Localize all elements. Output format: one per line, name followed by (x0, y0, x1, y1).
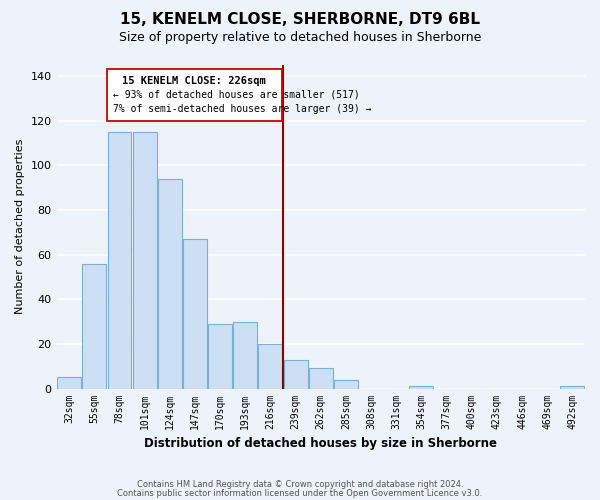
Bar (560, 386, 584, 388)
Bar (409, 386, 433, 388)
Bar (309, 368, 333, 388)
Text: ← 93% of detached houses are smaller (517): ← 93% of detached houses are smaller (51… (113, 89, 360, 99)
Bar (259, 344, 283, 389)
Text: 15, KENELM CLOSE, SHERBORNE, DT9 6BL: 15, KENELM CLOSE, SHERBORNE, DT9 6BL (120, 12, 480, 28)
Bar (57, 378, 81, 388)
Bar (107, 132, 131, 388)
Text: Size of property relative to detached houses in Sherborne: Size of property relative to detached ho… (119, 31, 481, 44)
Bar (82, 264, 106, 388)
Bar (233, 322, 257, 388)
Bar (208, 324, 232, 388)
Text: Contains public sector information licensed under the Open Government Licence v3: Contains public sector information licen… (118, 488, 482, 498)
Bar (284, 360, 308, 388)
FancyBboxPatch shape (107, 70, 282, 121)
Bar (133, 132, 157, 388)
Bar (334, 380, 358, 388)
Text: 7% of semi-detached houses are larger (39) →: 7% of semi-detached houses are larger (3… (113, 104, 371, 115)
X-axis label: Distribution of detached houses by size in Sherborne: Distribution of detached houses by size … (144, 437, 497, 450)
Text: 15 KENELM CLOSE: 226sqm: 15 KENELM CLOSE: 226sqm (122, 76, 266, 86)
Y-axis label: Number of detached properties: Number of detached properties (15, 139, 25, 314)
Bar (183, 239, 207, 388)
Bar (158, 179, 182, 388)
Text: Contains HM Land Registry data © Crown copyright and database right 2024.: Contains HM Land Registry data © Crown c… (137, 480, 463, 489)
